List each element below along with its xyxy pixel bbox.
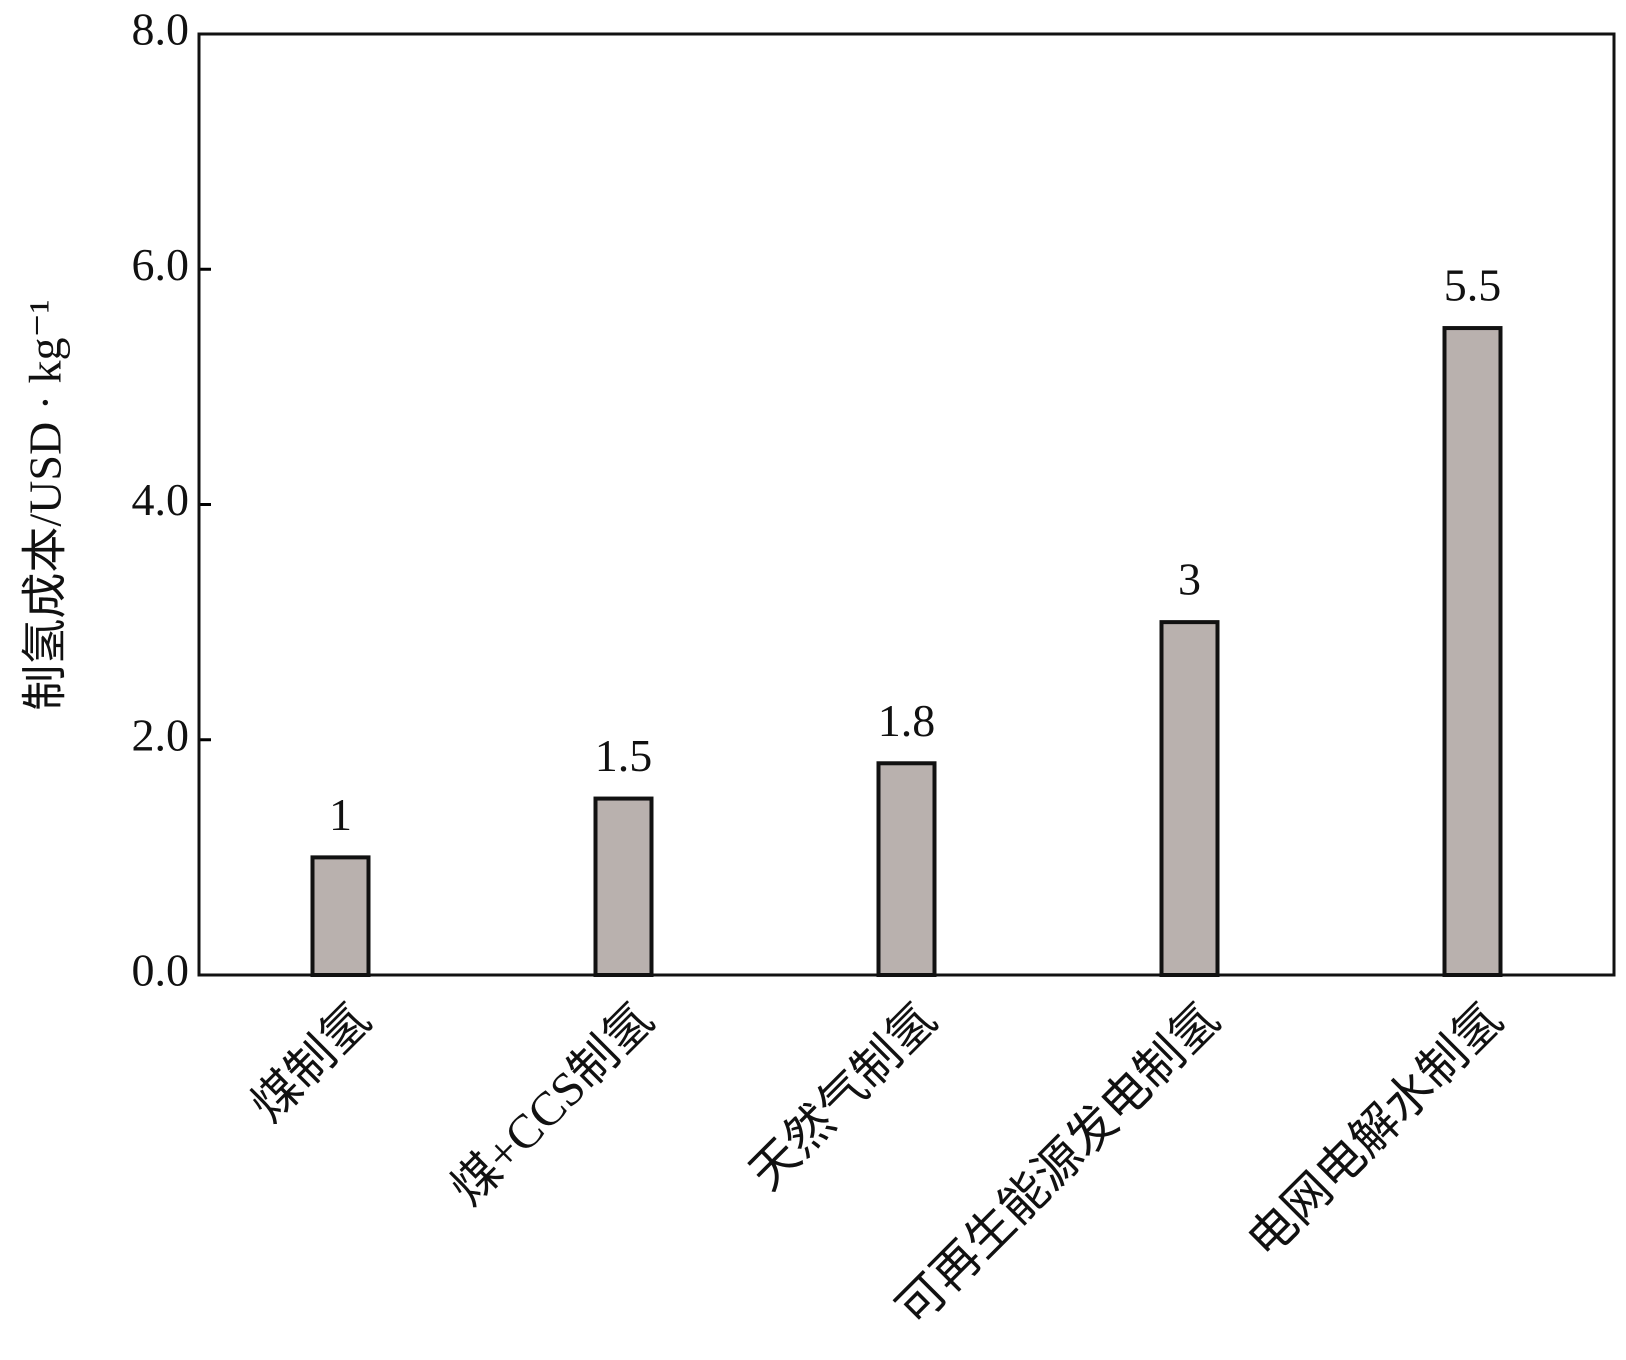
value-label: 5.5 <box>1444 260 1502 311</box>
bar <box>310 855 371 977</box>
x-tick-label: 可再生能源发电制氢 <box>887 993 1230 1336</box>
x-tick-label: 煤制氢 <box>242 993 381 1132</box>
y-tick-label: 6.0 <box>132 239 190 290</box>
value-label: 1.5 <box>595 730 653 781</box>
x-tick-label: 电网电解水制氢 <box>1238 993 1513 1268</box>
y-tick-label: 2.0 <box>132 709 190 760</box>
value-label: 1.8 <box>878 695 936 746</box>
value-label: 1 <box>329 789 352 840</box>
y-tick-label: 0.0 <box>132 945 190 996</box>
y-axis-label: 制氢成本/USD · kg⁻¹ <box>20 299 71 710</box>
y-tick-label: 4.0 <box>132 474 190 525</box>
value-label: 3 <box>1178 554 1201 605</box>
y-tick-label: 8.0 <box>132 4 190 55</box>
bar <box>593 796 654 977</box>
bar <box>876 761 937 978</box>
bar <box>1442 326 1503 977</box>
x-tick-label: 天然气制氢 <box>740 993 947 1200</box>
bar <box>1159 620 1220 977</box>
x-tick-label: 煤+CCS制氢 <box>441 993 664 1216</box>
plot-frame <box>197 32 1616 977</box>
